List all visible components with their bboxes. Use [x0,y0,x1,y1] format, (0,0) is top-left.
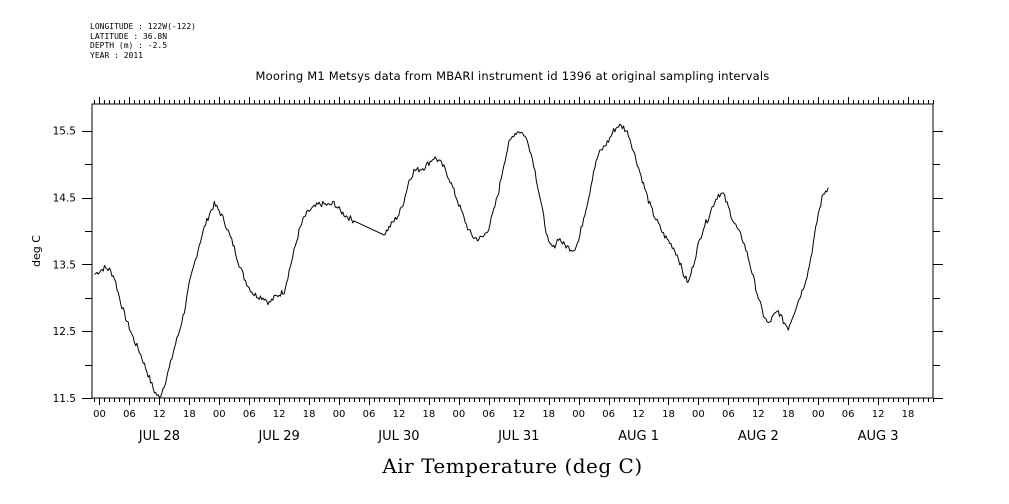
x-day-label: JUL 28 [138,429,180,444]
y-tick-label: 15.5 [53,126,76,138]
x-tick-label: 06 [363,409,376,420]
longitude-label: LONGITUDE : 122W(-122) [90,22,196,31]
x-day-label: AUG 1 [618,429,659,444]
x-tick-label: 18 [902,409,915,420]
x-tick-label: 12 [273,409,286,420]
x-tick-label: 18 [183,409,196,420]
x-day-label: AUG 2 [738,429,779,444]
x-tick-label: 12 [872,409,885,420]
year-label: YEAR : 2011 [90,50,143,60]
x-tick-label: 18 [303,409,316,420]
x-tick-label: 00 [213,409,226,420]
y-tick-label: 11.5 [53,393,76,405]
x-tick-label: 00 [692,409,705,420]
x-tick-label: 00 [333,409,346,420]
x-tick-label: 18 [423,409,436,420]
x-tick-label: 12 [632,409,645,420]
x-tick-label: 12 [393,409,406,420]
y-axis-label: deg C [30,235,43,267]
x-axis-label: Air Temperature (deg C) [382,454,643,478]
x-tick-label: 12 [153,409,166,420]
x-tick-label: 00 [812,409,825,420]
chart-title: Mooring M1 Metsys data from MBARI instru… [255,69,770,83]
x-tick-label: 06 [243,409,256,420]
x-tick-label: 06 [602,409,615,420]
x-tick-label: 18 [542,409,555,420]
x-tick-label: 12 [512,409,525,420]
x-tick-label: 00 [572,409,585,420]
x-tick-label: 00 [93,409,106,420]
x-tick-label: 00 [452,409,465,420]
plot-frame [91,103,934,399]
y-tick-label: 13.5 [53,259,76,271]
x-day-label: AUG 3 [858,429,899,444]
x-tick-label: 06 [842,409,855,420]
x-tick-label: 18 [662,409,675,420]
depth-label: DEPTH (m) : -2.5 [90,41,168,50]
x-tick-label: 06 [722,409,735,420]
latitude-label: LATITUDE : 36.8N [90,31,168,41]
x-tick-label: 18 [782,409,795,420]
y-tick-label: 14.5 [53,193,76,205]
y-tick-label: 12.5 [53,326,76,338]
x-tick-label: 06 [123,409,136,420]
x-day-label: JUL 29 [258,429,300,444]
x-day-label: JUL 30 [377,429,419,444]
x-tick-label: 06 [482,409,495,420]
x-tick-label: 12 [752,409,765,420]
air-temperature-series-line [94,123,829,398]
mooring-metadata: LONGITUDE : 122W(-122) LATITUDE : 36.8N … [90,22,196,60]
x-day-label: JUL 31 [497,429,539,444]
